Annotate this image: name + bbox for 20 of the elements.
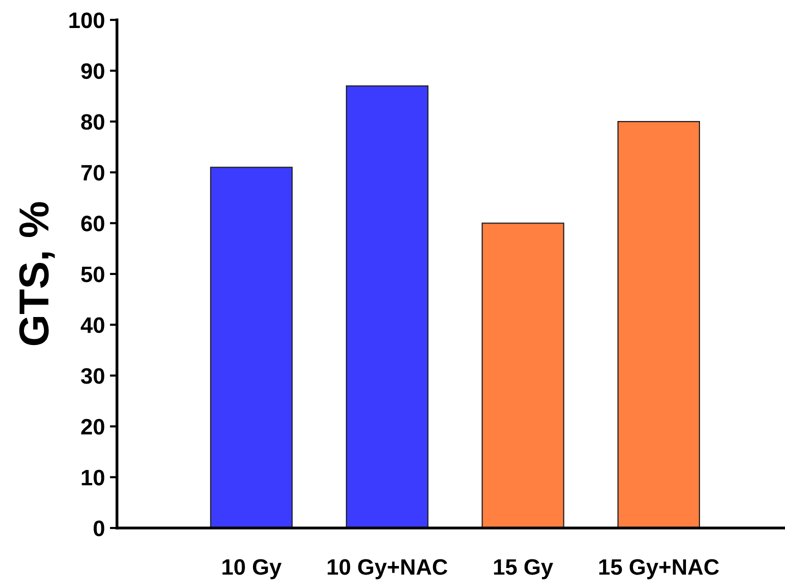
x-tick-label: 10 Gy: [222, 559, 282, 580]
y-tick-label: 90: [81, 63, 104, 79]
y-tick-label: 70: [81, 164, 104, 181]
x-tick-label: 10 Gy+NAC: [328, 559, 448, 580]
y-tick-label: 0: [94, 520, 104, 536]
y-tick-label: 30: [80, 368, 104, 384]
y-tick-label: 40: [80, 317, 104, 334]
bar: [617, 120, 700, 528]
y-tick-label: 100: [69, 12, 104, 28]
y-tick-label: 80: [81, 114, 104, 130]
y-tick-label: 60: [81, 216, 104, 232]
bar: [210, 166, 293, 528]
y-tick-label: 10: [82, 470, 104, 486]
bar: [482, 222, 564, 528]
bar: [346, 85, 428, 528]
x-tick-label: 15 Gy+NAC: [599, 559, 719, 580]
y-tick-label: 50: [81, 266, 104, 282]
y-tick-label: 20: [81, 418, 104, 435]
y-axis-title: GTS, %: [19, 202, 55, 346]
x-tick-label: 15 Gy: [494, 559, 554, 580]
